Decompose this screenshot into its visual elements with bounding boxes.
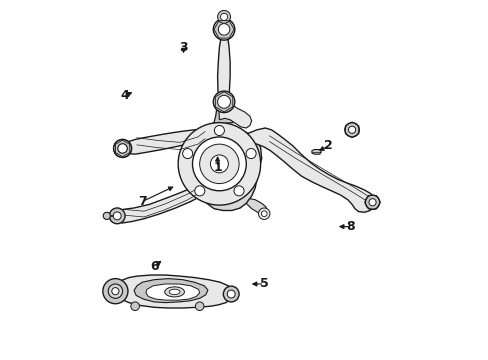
Circle shape bbox=[218, 24, 229, 35]
Ellipse shape bbox=[164, 287, 184, 297]
Circle shape bbox=[214, 126, 224, 135]
Circle shape bbox=[245, 149, 256, 158]
Circle shape bbox=[102, 279, 128, 304]
Circle shape bbox=[348, 126, 355, 134]
Polygon shape bbox=[217, 30, 230, 102]
Circle shape bbox=[210, 155, 228, 173]
Circle shape bbox=[365, 195, 379, 210]
Circle shape bbox=[220, 13, 227, 21]
Text: 7: 7 bbox=[138, 195, 146, 208]
Ellipse shape bbox=[169, 289, 180, 294]
Circle shape bbox=[213, 91, 234, 113]
Circle shape bbox=[344, 123, 359, 137]
Circle shape bbox=[108, 284, 122, 298]
Circle shape bbox=[131, 302, 139, 311]
Text: 1: 1 bbox=[213, 161, 222, 174]
Circle shape bbox=[261, 211, 266, 217]
Circle shape bbox=[258, 208, 269, 220]
Circle shape bbox=[103, 212, 110, 220]
Text: 3: 3 bbox=[179, 41, 187, 54]
Text: 4: 4 bbox=[120, 89, 128, 102]
Text: 5: 5 bbox=[259, 278, 268, 291]
Polygon shape bbox=[145, 284, 199, 300]
Circle shape bbox=[223, 286, 239, 302]
Ellipse shape bbox=[365, 197, 379, 208]
Polygon shape bbox=[247, 128, 375, 212]
Polygon shape bbox=[311, 149, 321, 154]
Circle shape bbox=[113, 139, 131, 157]
Circle shape bbox=[109, 208, 125, 224]
Circle shape bbox=[194, 186, 204, 196]
Circle shape bbox=[183, 149, 192, 158]
Circle shape bbox=[199, 144, 239, 184]
Circle shape bbox=[113, 212, 121, 220]
Polygon shape bbox=[214, 105, 233, 123]
Circle shape bbox=[118, 144, 127, 153]
Circle shape bbox=[118, 144, 127, 153]
Ellipse shape bbox=[345, 124, 358, 135]
Circle shape bbox=[227, 290, 235, 298]
Text: 6: 6 bbox=[150, 260, 159, 273]
Polygon shape bbox=[134, 279, 207, 303]
Circle shape bbox=[112, 288, 119, 295]
Circle shape bbox=[192, 137, 246, 191]
Polygon shape bbox=[246, 199, 267, 215]
Polygon shape bbox=[122, 130, 206, 154]
Polygon shape bbox=[112, 275, 233, 308]
Polygon shape bbox=[218, 102, 251, 128]
Text: 2: 2 bbox=[324, 139, 332, 152]
Circle shape bbox=[217, 10, 230, 23]
Circle shape bbox=[213, 19, 234, 40]
Polygon shape bbox=[194, 123, 261, 211]
Circle shape bbox=[178, 123, 260, 205]
Circle shape bbox=[217, 95, 230, 108]
Circle shape bbox=[368, 199, 375, 206]
Circle shape bbox=[113, 139, 131, 157]
Circle shape bbox=[233, 186, 244, 196]
Text: 8: 8 bbox=[346, 220, 354, 233]
Ellipse shape bbox=[116, 143, 129, 154]
Circle shape bbox=[195, 302, 203, 311]
Polygon shape bbox=[116, 180, 204, 223]
